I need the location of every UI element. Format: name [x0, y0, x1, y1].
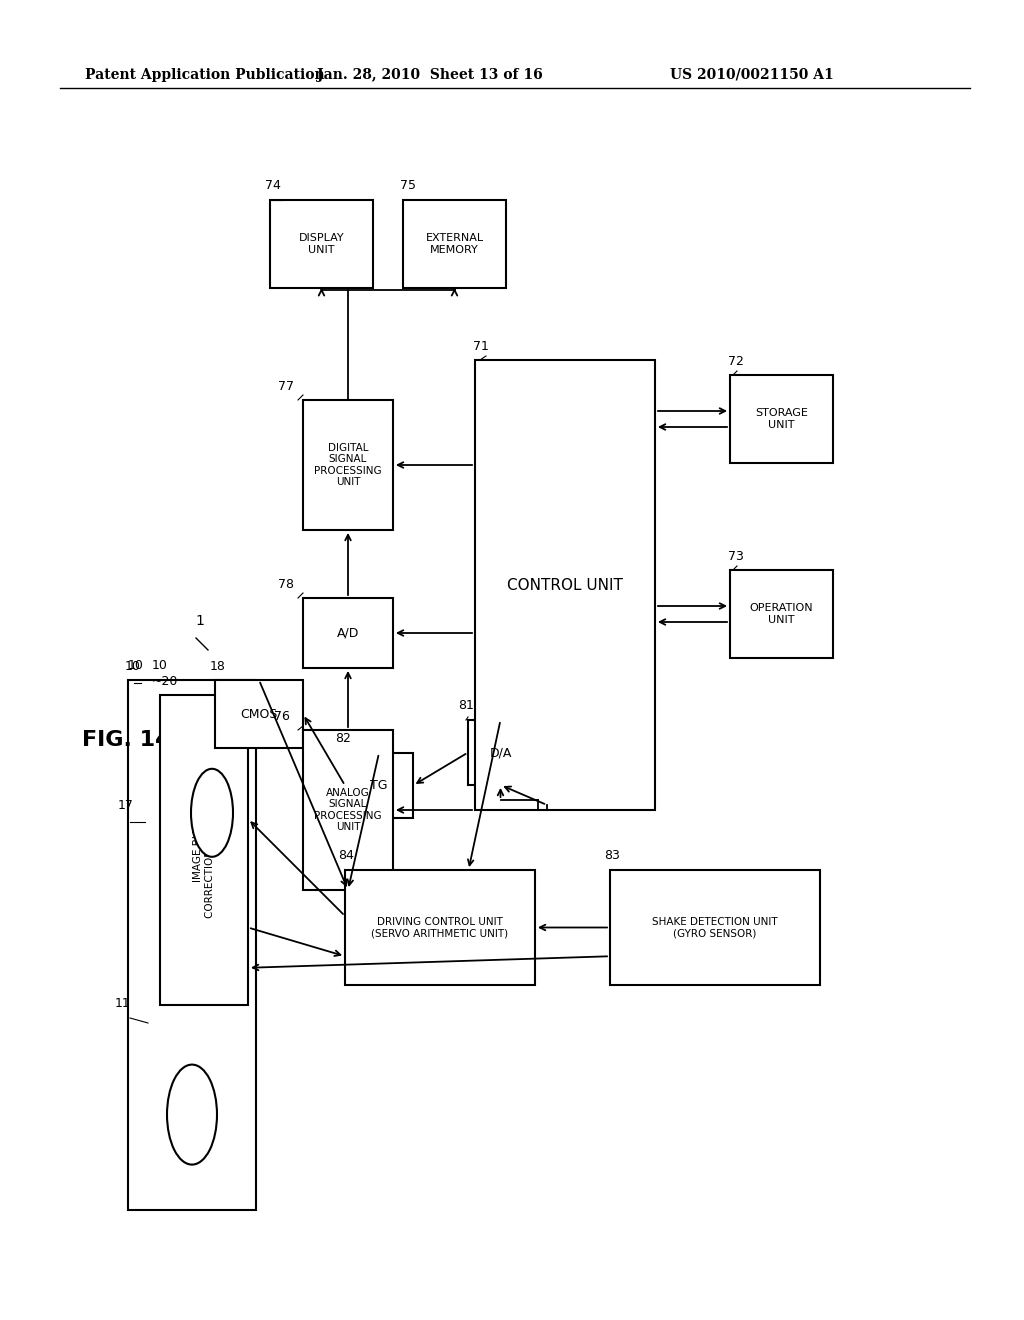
- Text: 78: 78: [278, 578, 294, 591]
- Bar: [730, 570, 833, 657]
- Bar: [468, 719, 534, 785]
- Text: 17: 17: [118, 799, 134, 812]
- Text: DIGITAL
SIGNAL
PROCESSING
UNIT: DIGITAL SIGNAL PROCESSING UNIT: [314, 442, 382, 487]
- Text: Patent Application Publication: Patent Application Publication: [85, 69, 325, 82]
- Bar: [475, 360, 655, 810]
- Bar: [610, 870, 820, 985]
- Text: 71: 71: [473, 341, 488, 352]
- Text: 77: 77: [278, 380, 294, 393]
- Text: 72: 72: [728, 355, 743, 368]
- Text: TG: TG: [371, 779, 388, 792]
- Text: 84: 84: [338, 849, 354, 862]
- Text: 11: 11: [115, 997, 131, 1010]
- Text: FIG. 14: FIG. 14: [82, 730, 171, 750]
- Text: Jan. 28, 2010  Sheet 13 of 16: Jan. 28, 2010 Sheet 13 of 16: [317, 69, 543, 82]
- Text: 74: 74: [265, 180, 281, 191]
- Bar: [303, 730, 393, 890]
- Ellipse shape: [167, 1065, 217, 1164]
- Text: 73: 73: [728, 550, 743, 564]
- Bar: [215, 680, 303, 748]
- Text: 10: 10: [152, 659, 168, 672]
- Bar: [730, 375, 833, 463]
- Bar: [270, 201, 373, 288]
- Bar: [303, 400, 393, 531]
- Text: 82: 82: [335, 733, 351, 744]
- Bar: [160, 696, 248, 1005]
- Text: DISPLAY
UNIT: DISPLAY UNIT: [299, 234, 344, 255]
- Bar: [128, 680, 256, 1210]
- Text: 18: 18: [210, 660, 226, 673]
- Ellipse shape: [191, 768, 233, 857]
- Text: 10: 10: [128, 659, 144, 672]
- Text: OPERATION
UNIT: OPERATION UNIT: [750, 603, 813, 624]
- Text: CONTROL UNIT: CONTROL UNIT: [507, 578, 623, 593]
- Text: DRIVING CONTROL UNIT
(SERVO ARITHMETIC UNIT): DRIVING CONTROL UNIT (SERVO ARITHMETIC U…: [372, 916, 509, 939]
- Bar: [303, 598, 393, 668]
- Text: EXTERNAL
MEMORY: EXTERNAL MEMORY: [425, 234, 483, 255]
- Text: 10: 10: [125, 660, 141, 673]
- Text: 81: 81: [458, 700, 474, 711]
- Text: ~20: ~20: [152, 675, 178, 688]
- Text: SHAKE DETECTION UNIT
(GYRO SENSOR): SHAKE DETECTION UNIT (GYRO SENSOR): [652, 916, 778, 939]
- Text: STORAGE
UNIT: STORAGE UNIT: [755, 408, 808, 430]
- Text: A/D: A/D: [337, 627, 359, 639]
- Text: 83: 83: [604, 849, 620, 862]
- Bar: [403, 201, 506, 288]
- Bar: [345, 870, 535, 985]
- Text: ANALOG
SIGNAL
PROCESSING
UNIT: ANALOG SIGNAL PROCESSING UNIT: [314, 788, 382, 833]
- Text: CMOS: CMOS: [241, 708, 278, 721]
- Text: US 2010/0021150 A1: US 2010/0021150 A1: [670, 69, 834, 82]
- Text: 1: 1: [195, 614, 204, 628]
- Text: 76: 76: [274, 710, 290, 723]
- Text: IMAGE BLUR
CORRECTION MECHANISM: IMAGE BLUR CORRECTION MECHANISM: [194, 781, 215, 919]
- Text: D/A: D/A: [489, 746, 512, 759]
- Bar: [345, 752, 413, 818]
- Text: 75: 75: [400, 180, 416, 191]
